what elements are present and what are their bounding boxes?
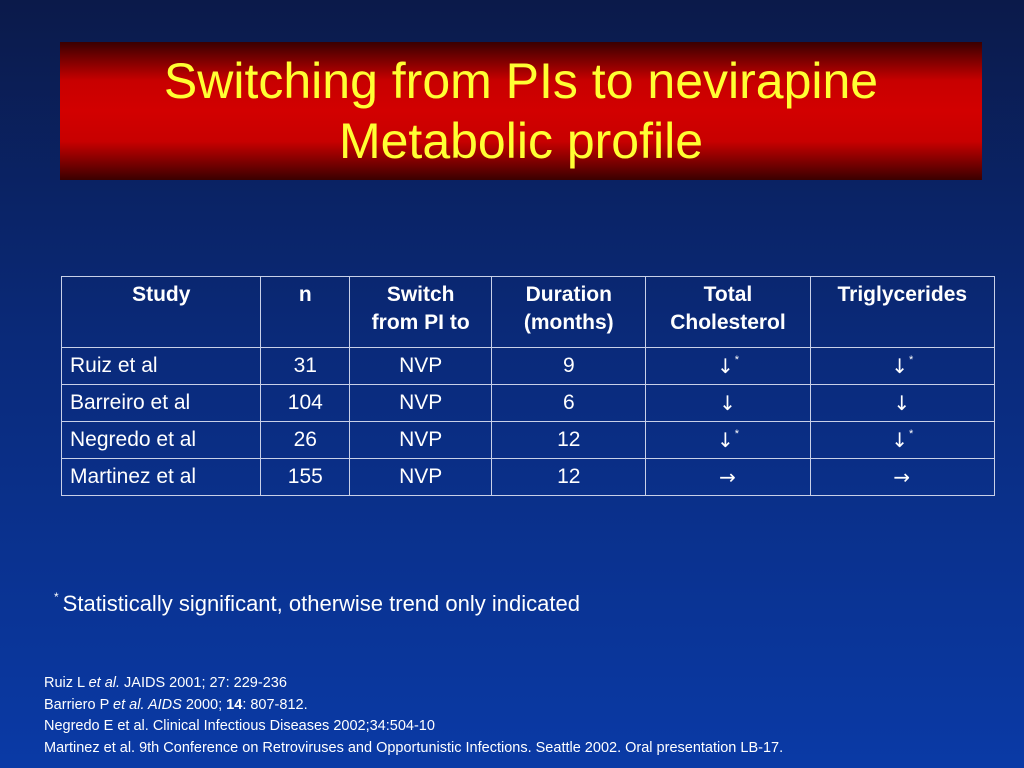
cell-triglycerides: ↓* xyxy=(809,421,996,459)
cell-study: Negredo et al xyxy=(60,421,262,459)
table-row: Martinez et al 155 NVP 12 → → xyxy=(60,458,996,496)
cell-switch: NVP xyxy=(349,458,493,496)
ref2-author: Barriero P xyxy=(44,696,114,713)
cell-switch: NVP xyxy=(349,384,493,422)
reference-line-2: Barriero P et al. AIDS 2000; 14: 807-812… xyxy=(44,695,783,717)
down-arrow-icon: ↓ xyxy=(893,390,911,415)
header-n: n xyxy=(260,276,351,348)
ref1-source: JAIDS 2001; 27: 229-236 xyxy=(120,675,287,691)
reference-line-1: Ruiz L et al. JAIDS 2001; 27: 229-236 xyxy=(44,673,783,695)
ref2-year: 2000; xyxy=(181,696,227,713)
table-row: Ruiz et al 31 NVP 9 ↓* ↓* xyxy=(60,347,996,385)
header-switch-line2: from PI to xyxy=(371,311,470,334)
significance-mark: * xyxy=(734,427,739,440)
cell-study: Barreiro et al xyxy=(60,384,262,422)
ref2-pages: : 807-812. xyxy=(242,696,308,713)
ref2-volume: 14 xyxy=(226,696,243,713)
significance-mark: * xyxy=(909,353,914,366)
cell-n: 31 xyxy=(260,347,351,385)
header-study: Study xyxy=(60,276,262,348)
cell-duration: 6 xyxy=(491,384,647,422)
cell-study: Ruiz et al xyxy=(60,347,262,385)
cell-cholesterol: ↓* xyxy=(645,347,811,385)
header-switch-line1: Switch xyxy=(386,283,455,306)
cell-cholesterol: ↓ xyxy=(645,384,811,422)
cell-n: 104 xyxy=(260,384,351,422)
title-line-1: Switching from PIs to nevirapine xyxy=(163,53,879,109)
footnote-text: Statistically significant, otherwise tre… xyxy=(62,591,580,616)
header-cholesterol: Total Cholesterol xyxy=(645,276,811,348)
cell-cholesterol: → xyxy=(645,458,811,496)
footnote: * Statistically significant, otherwise tr… xyxy=(53,590,580,617)
table-row: Negredo et al 26 NVP 12 ↓* ↓* xyxy=(60,421,996,459)
header-duration-line1: Duration xyxy=(525,283,612,306)
ref1-author: Ruiz L xyxy=(44,675,89,691)
table-header-row: Study n Switch from PI to Duration (mont… xyxy=(60,276,996,348)
cell-triglycerides: ↓ xyxy=(809,384,996,422)
reference-line-4: Martinez et al. 9th Conference on Retrov… xyxy=(44,739,784,756)
down-arrow-icon: ↓ xyxy=(891,353,909,378)
right-arrow-icon: → xyxy=(719,464,736,489)
cell-duration: 12 xyxy=(491,421,647,459)
header-triglycerides: Triglycerides xyxy=(809,276,996,348)
references: Ruiz L et al. JAIDS 2001; 27: 229-236 Ba… xyxy=(44,673,783,759)
table-row: Barreiro et al 104 NVP 6 ↓ ↓ xyxy=(60,384,996,422)
down-arrow-icon: ↓ xyxy=(719,390,736,415)
cell-duration: 12 xyxy=(491,458,647,496)
header-cholesterol-line1: Total xyxy=(703,283,753,306)
title-banner: Switching from PIs to nevirapine Metabol… xyxy=(60,42,982,180)
significance-mark: * xyxy=(909,427,914,440)
cell-cholesterol: ↓* xyxy=(645,421,811,459)
cell-n: 26 xyxy=(260,421,351,459)
cell-switch: NVP xyxy=(349,347,493,385)
study-table: Study n Switch from PI to Duration (mont… xyxy=(60,276,996,496)
ref1-etal: et al. xyxy=(88,675,121,691)
footnote-mark: * xyxy=(54,590,59,604)
cell-triglycerides: ↓* xyxy=(809,347,996,385)
down-arrow-icon: ↓ xyxy=(716,427,734,452)
down-arrow-icon: ↓ xyxy=(891,427,909,452)
ref2-etal-journal: et al. AIDS xyxy=(113,696,182,713)
down-arrow-icon: ↓ xyxy=(716,353,734,378)
header-duration: Duration (months) xyxy=(491,276,647,348)
header-switch: Switch from PI to xyxy=(349,276,493,348)
cell-study: Martinez et al xyxy=(60,458,262,496)
reference-line-3: Negredo E et al. Clinical Infectious Dis… xyxy=(44,718,435,734)
title-line-2: Metabolic profile xyxy=(338,113,704,169)
cell-switch: NVP xyxy=(349,421,493,459)
header-cholesterol-line2: Cholesterol xyxy=(670,311,786,334)
right-arrow-icon: → xyxy=(893,464,911,489)
cell-duration: 9 xyxy=(491,347,647,385)
cell-triglycerides: → xyxy=(809,458,996,496)
cell-n: 155 xyxy=(260,458,351,496)
header-duration-line2: (months) xyxy=(523,311,614,334)
significance-mark: * xyxy=(734,353,739,366)
